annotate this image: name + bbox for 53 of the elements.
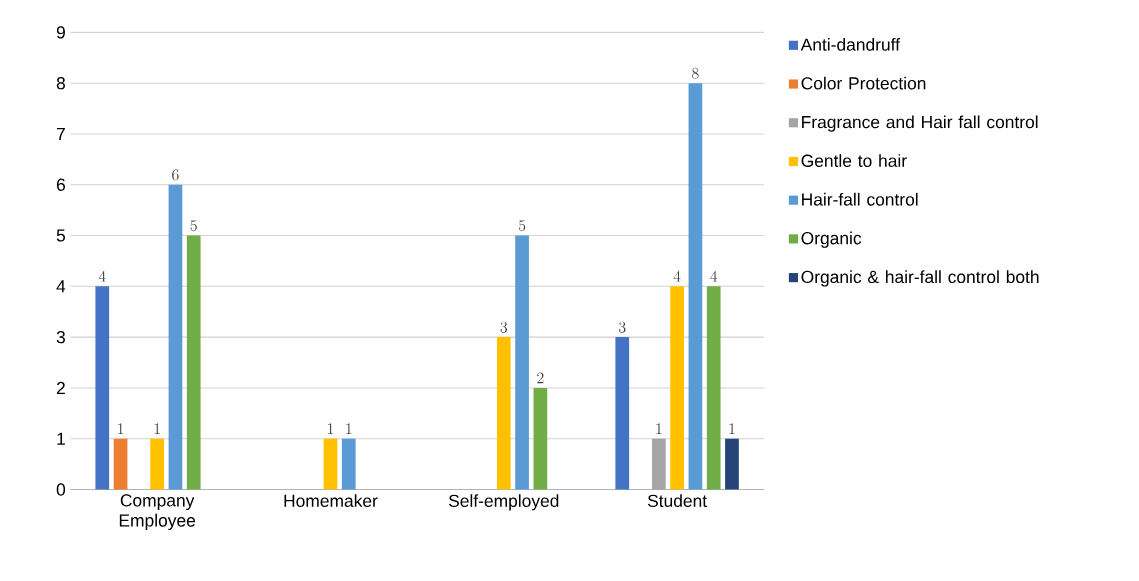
x-tick-label: Student [647, 494, 707, 508]
bar [113, 438, 128, 490]
legend-label: Anti-dandruff [800, 38, 901, 51]
bar [341, 438, 356, 490]
bar [95, 286, 110, 490]
bar [323, 438, 338, 490]
y-tick-label: 4 [56, 280, 66, 293]
bar [688, 83, 703, 490]
y-tick-label: 2 [56, 381, 65, 395]
bar [533, 387, 548, 490]
x-tick-label: Company Employee [119, 494, 196, 531]
legend-label: Organic & hair-fall control both [801, 270, 1039, 287]
bar [615, 337, 630, 490]
y-tick-label: 3 [56, 330, 65, 344]
bar [168, 184, 183, 490]
data-label: 1 [729, 423, 735, 435]
x-tick-label: Self-employed [448, 494, 559, 511]
data-label: 1 [328, 423, 334, 435]
legend-label: Gentle to hair [801, 154, 907, 167]
y-tick-label: 9 [56, 26, 65, 39]
y-tick-label: 5 [56, 229, 66, 242]
bar [515, 235, 529, 490]
legend-label: Color Protection [801, 76, 926, 90]
y-tick-label: 6 [56, 178, 65, 191]
y-tick-label: 0 [56, 483, 66, 496]
data-label: 3 [618, 321, 626, 333]
data-label: 5 [518, 220, 526, 232]
y-tick-label: 1 [57, 432, 65, 445]
data-label: 1 [656, 423, 662, 435]
data-label: 4 [710, 270, 718, 282]
data-label: 1 [346, 423, 352, 435]
data-label: 1 [118, 423, 124, 435]
legend-label: Fragrance and Hair fall control [802, 115, 1038, 132]
data-label: 5 [190, 220, 197, 232]
data-label: 4 [98, 270, 106, 282]
x-tick-label: Homemaker [284, 494, 378, 508]
legend-label: Hair-fall control [802, 192, 918, 206]
bar [496, 337, 511, 490]
data-label: 2 [537, 372, 544, 384]
bar [706, 286, 721, 490]
data-label: 8 [692, 67, 699, 79]
data-label: 4 [673, 270, 681, 282]
legend-label: Organic [801, 231, 862, 248]
data-label: 6 [172, 169, 179, 181]
y-tick-label: 8 [56, 77, 65, 90]
data-label: 3 [500, 321, 508, 333]
bar [150, 438, 164, 490]
bar [670, 286, 684, 490]
data-label: 1 [154, 423, 160, 435]
bar [725, 438, 739, 490]
y-tick-label: 7 [56, 128, 65, 140]
bar [186, 235, 201, 490]
bar [651, 438, 666, 490]
